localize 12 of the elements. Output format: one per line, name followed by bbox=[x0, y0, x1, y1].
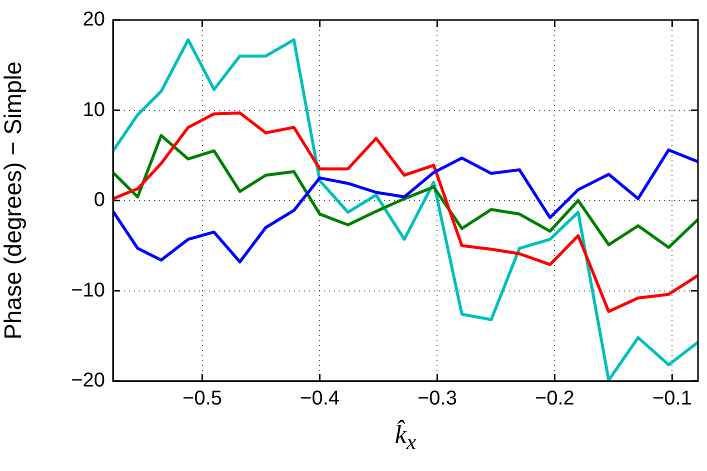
y-tick-label: −20 bbox=[71, 370, 105, 392]
x-tick-label: −0.1 bbox=[652, 388, 692, 410]
y-tick-label: 10 bbox=[82, 98, 105, 121]
y-tick-label: 0 bbox=[94, 189, 105, 212]
x-tick-label: −0.3 bbox=[417, 388, 457, 410]
x-tick-label: −0.5 bbox=[182, 388, 222, 410]
y-tick-label: −10 bbox=[71, 279, 105, 302]
x-tick-label: −0.4 bbox=[300, 388, 340, 410]
y-axis-title: Phase (degrees) − Simple bbox=[0, 61, 28, 340]
x-tick-label: −0.2 bbox=[534, 388, 574, 410]
y-tick-label: 20 bbox=[82, 8, 105, 31]
x-axis-title: k̂$_{x}$ bbox=[394, 420, 418, 456]
